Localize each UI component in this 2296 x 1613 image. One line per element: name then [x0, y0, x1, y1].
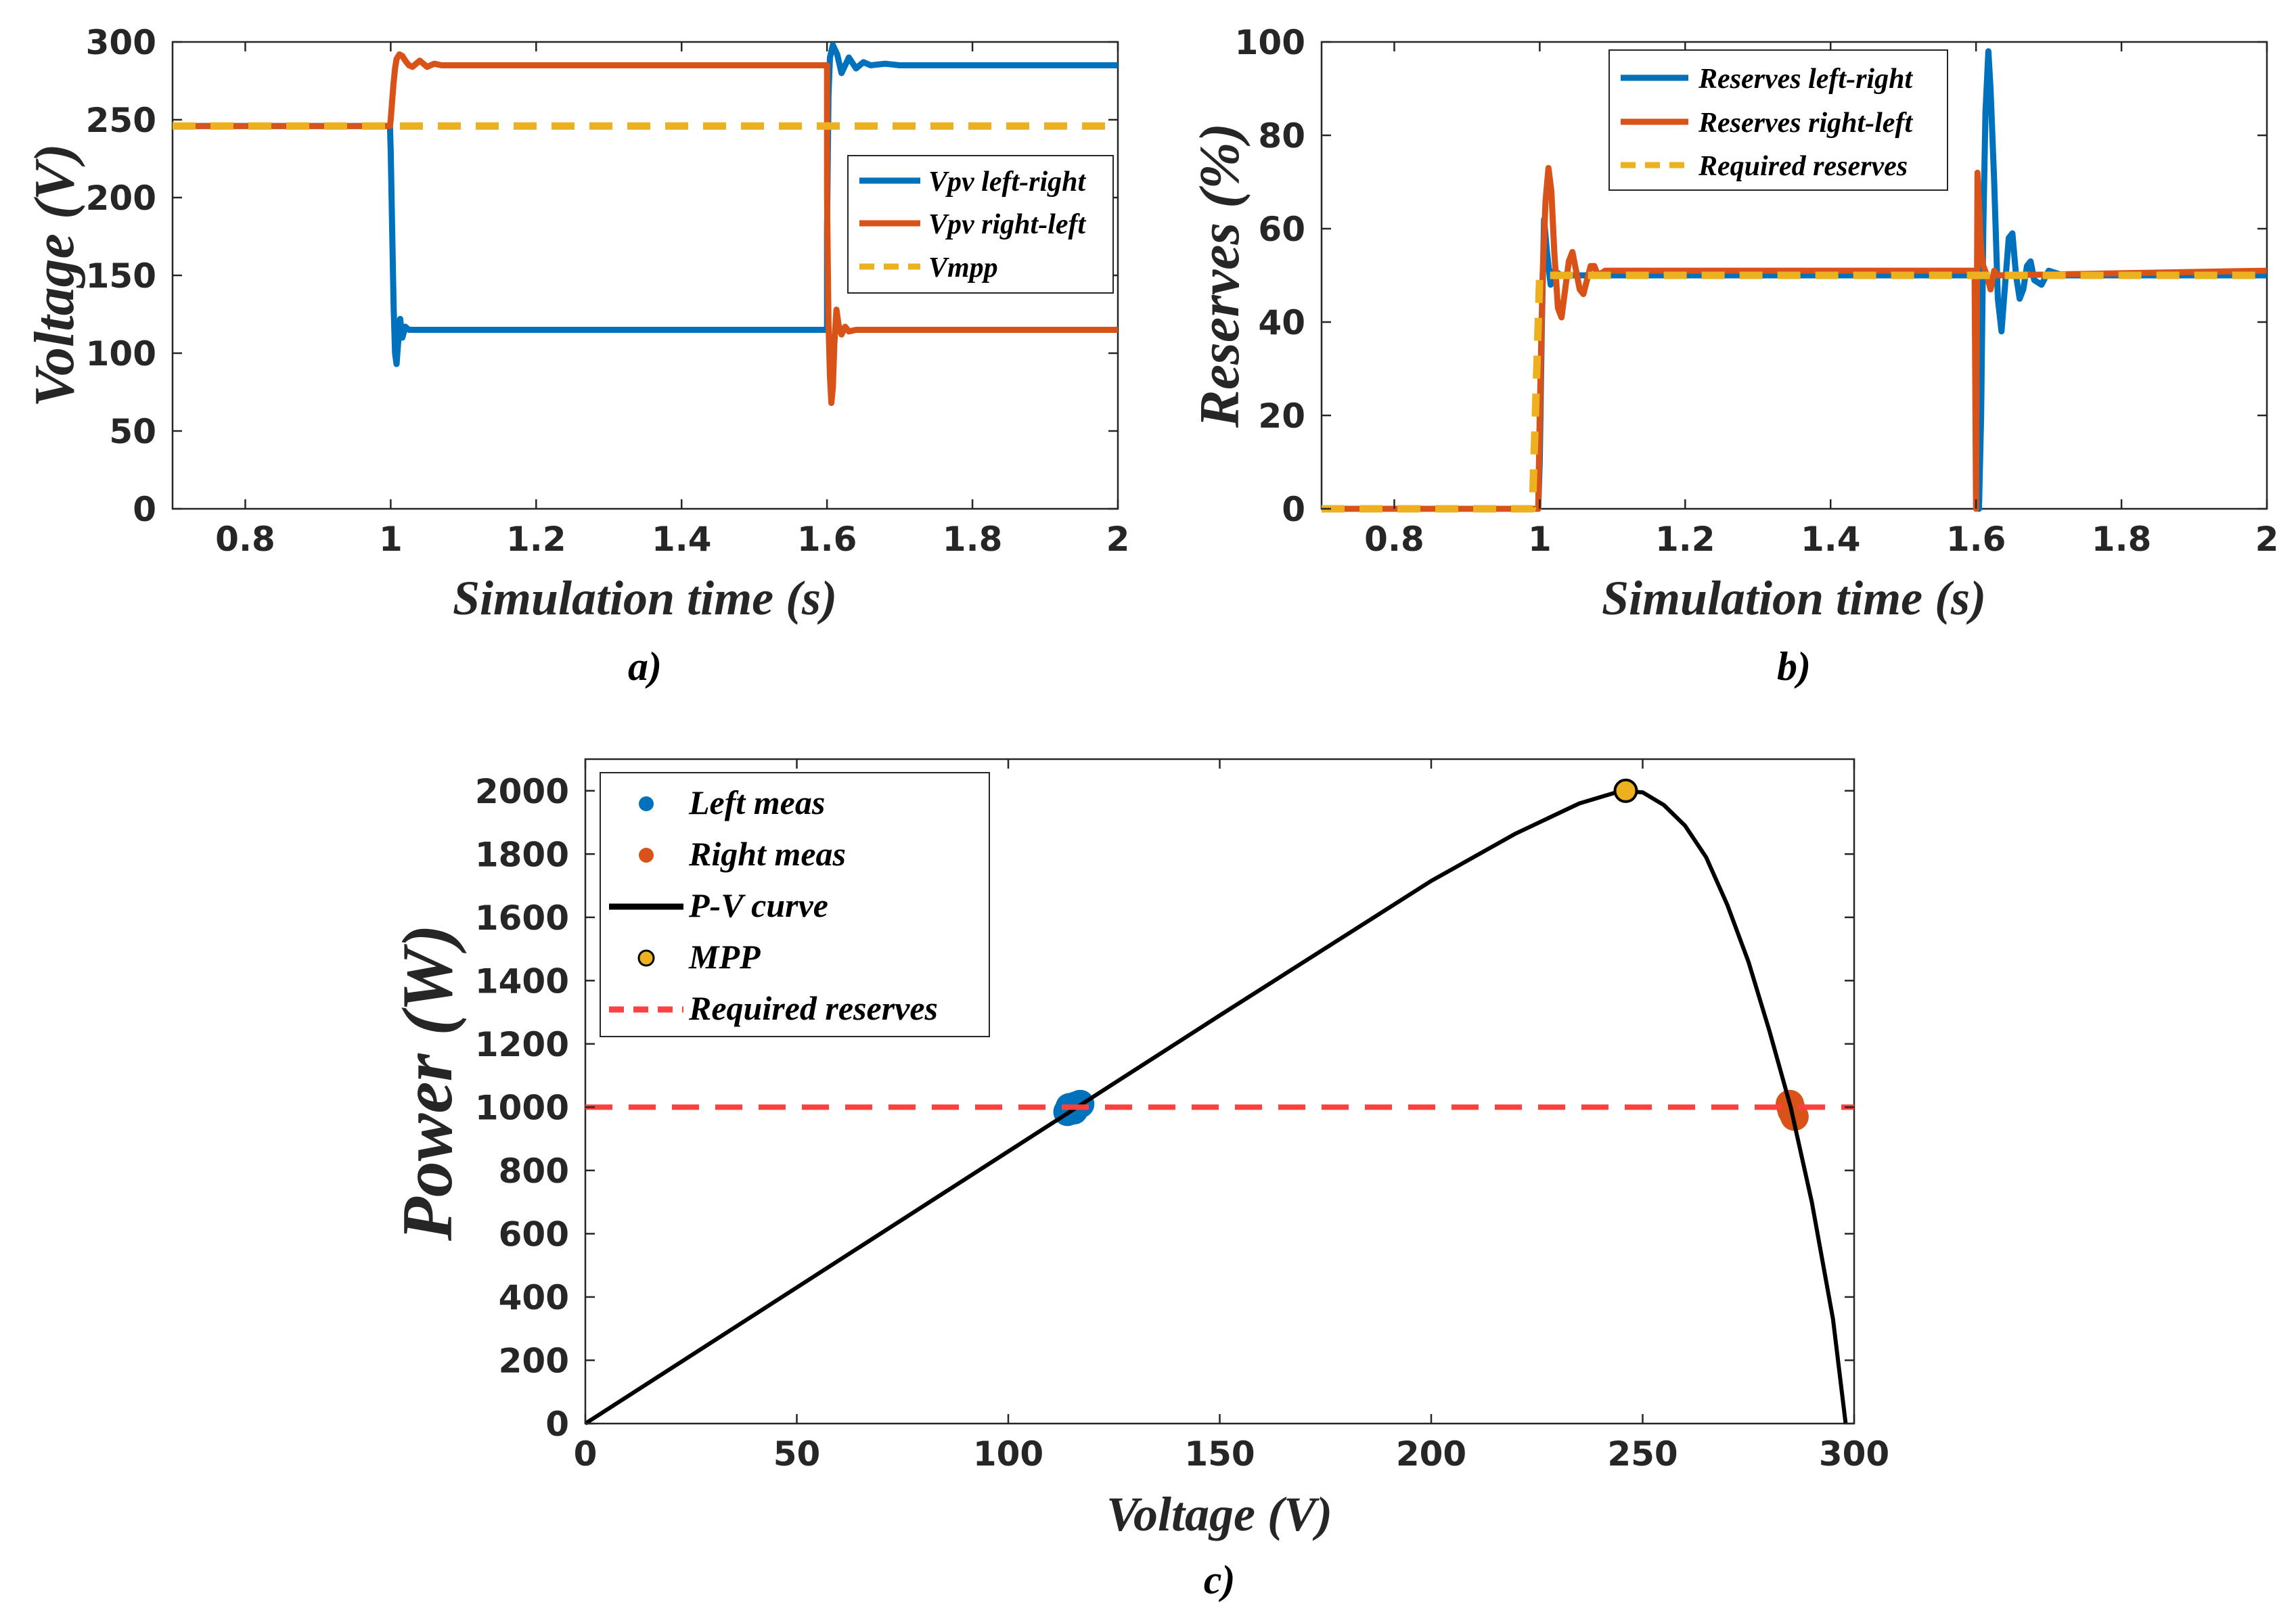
chart-c-legend-label-4: Required reserves: [688, 989, 938, 1027]
chart-a-legend-label-2: Vmpp: [928, 252, 998, 283]
chart-c-ytick-label-4: 800: [499, 1152, 569, 1191]
chart-c-legend: Left meas Right meas P-V curve MPP Requi…: [600, 772, 990, 1037]
chart-a-ytick-label-2: 100: [86, 334, 156, 373]
chart-c-series-2-line: [584, 788, 1848, 1426]
chart-c-ytick-label-1: 200: [499, 1341, 569, 1380]
chart-a-xtick-label-4: 1.6: [797, 520, 857, 559]
chart-a: 0.8 1 1.2 1.4 1.6 1.8 2 0 50 100 150 200 250 300 Simu…: [23, 23, 1129, 689]
chart-a-xtick-label-3: 1.4: [652, 520, 712, 559]
chart-b-legend-label-1: Reserves right-left: [1698, 108, 1913, 139]
chart-c-ytick-label-0: 0: [545, 1405, 569, 1444]
chart-c-legend-label-2: P-V curve: [688, 886, 828, 924]
chart-b-ytick-label-5: 100: [1235, 23, 1305, 62]
chart-c-xtick-label-4: 200: [1396, 1434, 1466, 1474]
chart-b-xtick-label-5: 1.8: [2092, 520, 2152, 559]
chart-b-panel-label: b): [1777, 644, 1811, 689]
chart-a-ytick-label-4: 200: [86, 179, 156, 218]
chart-b-ytick-label-3: 60: [1258, 210, 1305, 249]
chart-a-xtick-label-2: 1.2: [506, 520, 566, 559]
chart-a-xlabel: Simulation time (s): [453, 571, 837, 625]
chart-c-ytick-label-9: 1800: [475, 835, 569, 874]
chart-b-xtick-label-3: 1.4: [1801, 520, 1861, 559]
chart-c-ylabel: Power (W): [388, 924, 467, 1242]
chart-b-xlabel: Simulation time (s): [1602, 571, 1986, 625]
chart-c-legend-label-1: Right meas: [688, 835, 846, 873]
chart-c-ytick-label-7: 1400: [475, 961, 569, 1001]
chart-c-legend-swatch-0: [639, 796, 654, 811]
chart-c-legend-swatch-1: [639, 848, 654, 863]
chart-a-ytick-label-5: 250: [86, 101, 156, 140]
chart-b-xtick-label-2: 1.2: [1655, 520, 1715, 559]
chart-a-legend-label-0: Vpv left-right: [928, 166, 1086, 198]
chart-c-ytick-label-10: 2000: [475, 772, 569, 811]
chart-b-xtick-label-4: 1.6: [1946, 520, 2006, 559]
chart-c-ytick-label-5: 1000: [475, 1088, 569, 1127]
chart-a-xtick-label-0: 0.8: [215, 520, 275, 559]
chart-a-ytick-label-6: 300: [86, 23, 156, 62]
chart-c-series-3-point-0: [1613, 778, 1638, 803]
chart-a-xtick-label-5: 1.8: [943, 520, 1003, 559]
chart-c-xtick-label-3: 150: [1184, 1434, 1255, 1474]
chart-b-legend-label-0: Reserves left-right: [1698, 64, 1913, 95]
chart-c-legend-swatch-3: [637, 949, 655, 967]
chart-b-ytick-label-0: 0: [1282, 490, 1305, 529]
chart-a-ytick-label-1: 50: [109, 412, 156, 451]
chart-b-legend-label-2: Required reserves: [1698, 151, 1908, 182]
chart-c-ytick-label-3: 600: [499, 1214, 569, 1254]
chart-b-series-2-line: [1322, 271, 2267, 513]
chart-c-xlabel: Voltage (V): [1106, 1487, 1332, 1541]
chart-c-ytick-label-6: 1200: [475, 1025, 569, 1064]
chart-b-xtick-label-0: 0.8: [1364, 520, 1424, 559]
chart-a-ylabel: Voltage (V): [23, 143, 86, 407]
chart-b-xtick-label-6: 2: [2255, 520, 2279, 559]
chart-c-xtick-label-6: 300: [1819, 1434, 1889, 1474]
chart-b-ytick-label-2: 40: [1258, 303, 1305, 342]
chart-a-legend: Vpv left-right Vpv right-left Vmpp: [847, 155, 1114, 294]
chart-b-legend: Reserves left-right Reserves right-left …: [1608, 49, 1948, 191]
chart-a-series-1-line: [173, 51, 1118, 407]
chart-c-xtick-label-1: 50: [773, 1434, 821, 1474]
chart-a-ytick-label-0: 0: [133, 490, 156, 529]
chart-c-xtick-label-2: 100: [973, 1434, 1043, 1474]
chart-c-ytick-label-2: 400: [499, 1278, 569, 1317]
chart-c-legend-label-3: MPP: [688, 938, 761, 976]
chart-b-ylabel: Reserves (%): [1188, 123, 1251, 428]
chart-a-xtick-label-6: 2: [1106, 520, 1130, 559]
chart-c-legend-label-0: Left meas: [688, 783, 825, 821]
chart-b-ytick-label-1: 20: [1258, 396, 1305, 436]
chart-c: 0 50 100 150 200 250 300 0 200 400 600 800 1000 1200 1…: [388, 758, 1889, 1602]
chart-c-xtick-label-5: 250: [1607, 1434, 1678, 1474]
chart-b-series-0-line: [1322, 48, 2267, 512]
chart-a-ytick-label-3: 150: [86, 256, 156, 296]
chart-c-panel-label: c): [1204, 1558, 1236, 1602]
chart-a-panel-label: a): [628, 644, 662, 689]
chart-b-ytick-label-4: 80: [1258, 116, 1305, 156]
chart-c-ytick-label-8: 1600: [475, 899, 569, 938]
chart-a-xtick-label-1: 1: [379, 520, 403, 559]
chart-a-legend-label-1: Vpv right-left: [928, 209, 1086, 240]
chart-b-xtick-label-1: 1: [1528, 520, 1552, 559]
chart-c-xtick-label-0: 0: [574, 1434, 598, 1474]
